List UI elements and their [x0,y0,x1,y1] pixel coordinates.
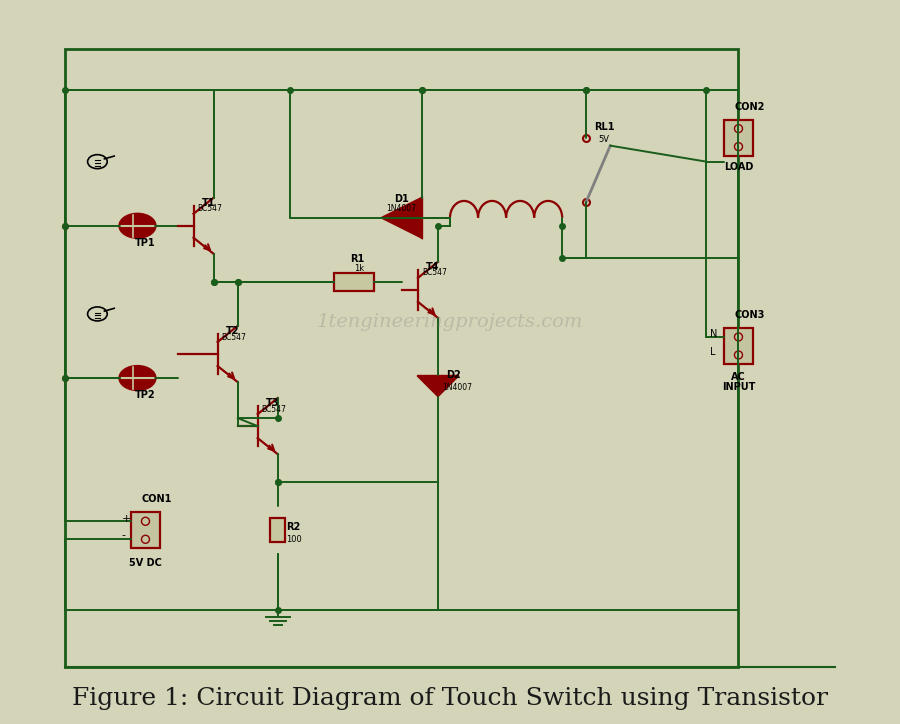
Text: 100: 100 [285,535,302,544]
Text: BC547: BC547 [221,332,247,342]
Text: INPUT: INPUT [722,382,755,392]
Bar [66,49,739,667]
Text: T4: T4 [426,262,439,272]
Text: T3: T3 [266,398,279,408]
Text: 5V DC: 5V DC [129,558,162,568]
Text: CON1: CON1 [141,494,172,504]
Text: BC547: BC547 [422,269,446,277]
Text: T1: T1 [202,198,215,208]
Text: CON2: CON2 [734,101,765,111]
Text: 1k: 1k [354,264,364,274]
Text: 1N4007: 1N4007 [442,383,472,392]
Text: BC547: BC547 [198,204,222,214]
Text: CON3: CON3 [734,310,765,320]
Bar [724,328,752,364]
Text: Figure 1: Circuit Diagram of Touch Switch using Transistor: Figure 1: Circuit Diagram of Touch Switc… [72,687,828,710]
Text: R1: R1 [350,254,365,264]
Text: 5V: 5V [598,135,609,143]
Text: BC547: BC547 [262,405,286,413]
Bar [131,513,159,548]
Ellipse shape [120,366,156,390]
Text: 1tengineeringprojects.com: 1tengineeringprojects.com [317,313,583,331]
Text: 1N4007: 1N4007 [386,204,416,214]
Bar [271,518,285,542]
Polygon shape [418,376,458,396]
Text: TP2: TP2 [135,390,156,400]
Text: R2: R2 [285,522,300,532]
Text: T2: T2 [226,326,239,336]
Text: D1: D1 [394,194,409,203]
Text: TP1: TP1 [135,237,156,248]
Text: L: L [710,347,716,357]
Text: D2: D2 [446,370,461,380]
Ellipse shape [120,214,156,237]
Text: RL1: RL1 [594,122,615,132]
Polygon shape [382,198,422,237]
Text: +: + [122,514,130,524]
Text: -: - [122,530,125,540]
Text: LOAD: LOAD [724,161,753,172]
Bar [334,273,373,290]
Text: AC: AC [731,371,746,382]
Bar [724,119,752,156]
Text: N: N [710,329,718,339]
